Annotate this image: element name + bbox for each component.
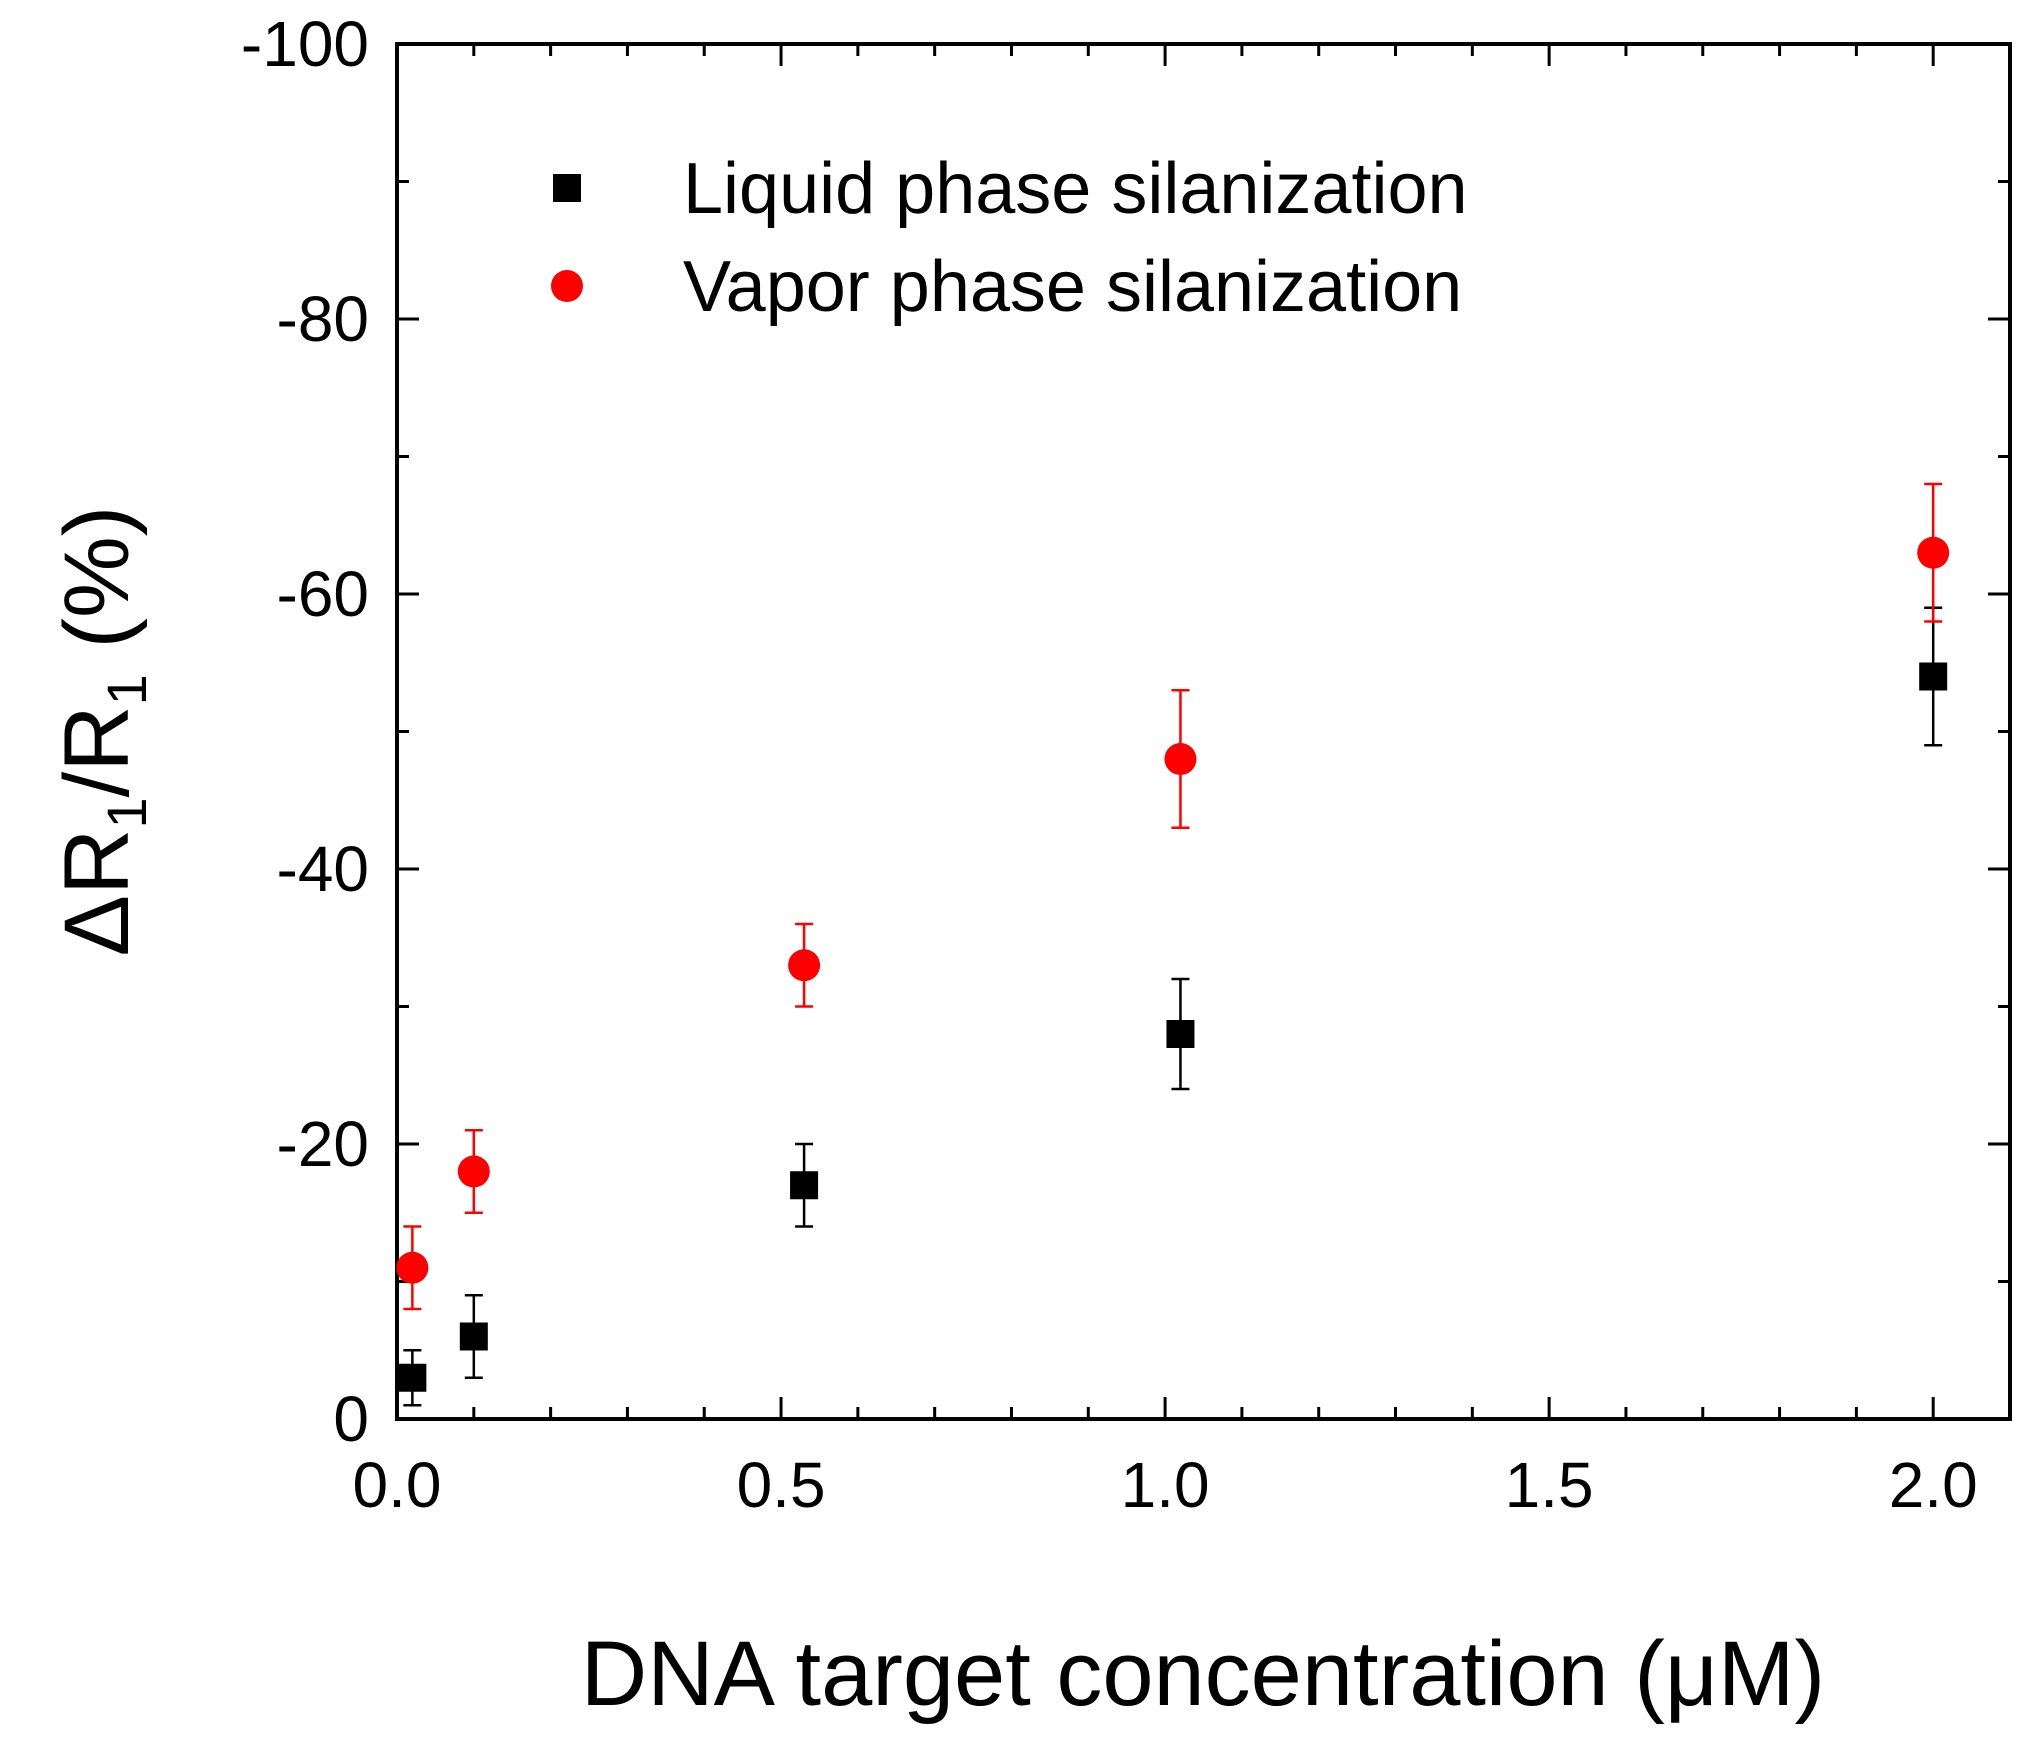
y-axis-title-suffix: (%) — [46, 506, 148, 675]
data-point-square — [398, 1363, 427, 1392]
x-tick-label: 0.0 — [353, 1449, 442, 1521]
x-tick-label: 1.0 — [1121, 1449, 1210, 1521]
series-1 — [398, 606, 1948, 1407]
data-point-circle — [1917, 536, 1950, 569]
x-axis-title: DNA target concentration (μM) — [581, 1623, 1825, 1725]
data-point-circle — [457, 1155, 490, 1188]
legend-label: Vapor phase silanization — [683, 247, 1462, 327]
y-tick-label: 0 — [333, 1383, 369, 1455]
x-tick-label: 0.5 — [737, 1449, 826, 1521]
series-2 — [396, 482, 1950, 1311]
y-tick-label: -100 — [241, 8, 369, 80]
y-tick-label: -80 — [277, 283, 370, 355]
legend-marker-square — [553, 174, 581, 202]
data-point-square — [1919, 662, 1948, 691]
legend-label: Liquid phase silanization — [683, 149, 1468, 229]
legend-marker-circle — [551, 270, 583, 302]
data-point-circle — [788, 949, 821, 982]
data-point-square — [790, 1171, 819, 1200]
y-axis-title-sub2: 1 — [95, 674, 158, 705]
y-tick-label: -20 — [277, 1108, 370, 1180]
y-axis-title-middle: /R — [46, 705, 148, 797]
y-axis-title: ΔR1/R1 (%) — [46, 506, 158, 957]
data-point-square — [1166, 1020, 1195, 1048]
x-tick-label: 1.5 — [1505, 1449, 1594, 1521]
y-axis-title-sub1: 1 — [95, 797, 158, 828]
axis-ticks — [395, 42, 2012, 1421]
data-point-circle — [396, 1251, 429, 1284]
y-axis-title-prefix: ΔR — [46, 829, 148, 957]
data-point-square — [459, 1322, 488, 1351]
y-tick-label: -40 — [277, 833, 370, 905]
data-series — [396, 482, 1950, 1407]
data-point-circle — [1164, 743, 1197, 775]
x-tick-label: 2.0 — [1889, 1449, 1978, 1521]
y-tick-label: -60 — [277, 558, 370, 630]
legend: Liquid phase silanization Vapor phase sil… — [551, 149, 1468, 327]
axis-tick-labels: 0.0 0.5 1.0 1.5 2.0 0 -20 -40 -60 -80 -100 — [241, 8, 1978, 1521]
